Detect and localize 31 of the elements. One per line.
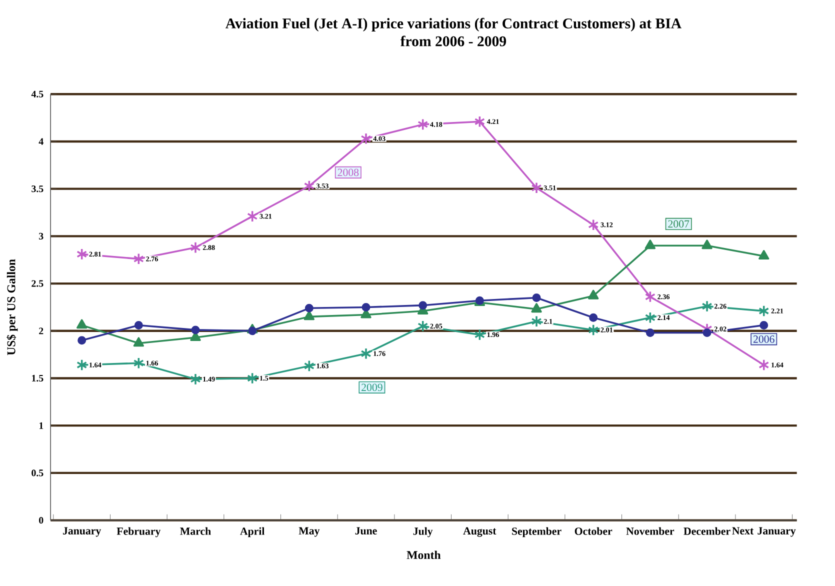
x-tick-label: February	[116, 527, 161, 538]
series-label: 2007	[668, 220, 690, 228]
y-tick-label: 1	[39, 422, 44, 429]
y-tick-label: 3.5	[32, 186, 44, 192]
series-label: 2008	[338, 168, 359, 176]
x-tick-label: September	[512, 527, 562, 538]
y-tick-label: 0.5	[32, 470, 44, 476]
y-tick-label: 2.5	[32, 280, 44, 288]
x-tick-label: May	[298, 527, 320, 537]
x-tick-label: January	[63, 527, 102, 537]
x-axis-title: Month	[406, 550, 441, 560]
x-tick-label: June	[355, 527, 377, 535]
x-tick-label: July	[413, 527, 433, 538]
y-tick-label: 0	[39, 517, 44, 524]
chart-title: Aviation Fuel (Jet A-I) price variations (for Contract Customers) at BIA	[225, 18, 682, 32]
y-tick-label: 4.5	[31, 90, 44, 98]
y-axis-title: US$ per US Gallon	[6, 259, 18, 356]
x-tick-label: December	[684, 527, 730, 536]
chart-subtitle: from 2006 - 2009	[400, 36, 506, 46]
x-tick-label: Next January	[732, 527, 796, 537]
y-tick-label: 4	[38, 138, 44, 145]
text: 2009	[362, 384, 382, 392]
x-tick-label: August	[463, 527, 496, 537]
y-tick-label: 3	[39, 233, 44, 240]
x-tick-label: October	[574, 527, 612, 536]
y-tick-label: 2	[39, 328, 44, 334]
x-tick-label: April	[240, 527, 265, 538]
x-tick-label: November	[626, 527, 674, 536]
y-tick-label: 1.5	[32, 375, 44, 382]
series-label: 2006	[753, 336, 774, 343]
x-tick-label: March	[180, 527, 211, 536]
